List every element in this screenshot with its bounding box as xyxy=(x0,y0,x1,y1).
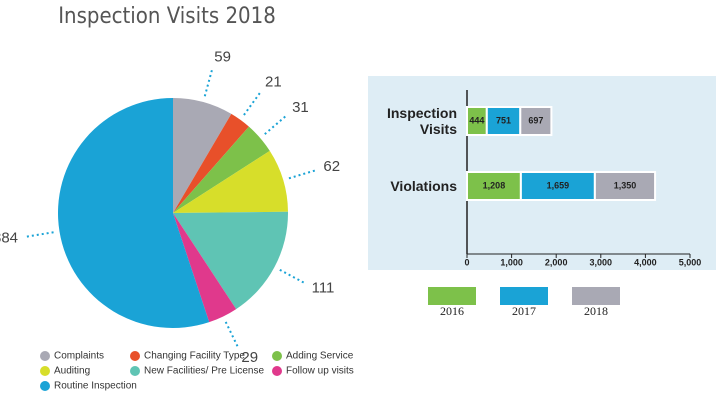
pie-slice xyxy=(58,98,210,328)
leader-line xyxy=(243,90,263,116)
leader-line xyxy=(224,321,240,350)
legend-swatch xyxy=(272,366,282,376)
category-label: Violations xyxy=(390,178,457,194)
bar xyxy=(485,106,522,136)
data-label: 21 xyxy=(265,74,282,91)
legend-label: Adding Service xyxy=(286,351,354,362)
pie-slice xyxy=(173,150,288,213)
x-tick-label: 5,000 xyxy=(679,257,702,267)
leader-line xyxy=(279,268,307,285)
x-tick-label: 1,000 xyxy=(500,257,523,267)
x-tick-label: 4,000 xyxy=(634,257,657,267)
legend-swatch xyxy=(40,381,50,391)
data-label: 59 xyxy=(214,49,231,66)
bar xyxy=(519,106,553,136)
data-label: 62 xyxy=(323,158,340,175)
bar-label: 444 xyxy=(469,115,484,125)
data-label: 29 xyxy=(241,349,258,366)
legend-label: Auditing xyxy=(54,366,90,377)
legend-label: 2017 xyxy=(512,304,536,318)
legend-swatch xyxy=(272,351,282,361)
data-label: 31 xyxy=(292,99,309,116)
legend-swatch xyxy=(40,366,50,376)
leader-line xyxy=(23,231,54,239)
bar-label: 1,208 xyxy=(483,180,506,190)
legend-label: Routine Inspection xyxy=(54,381,137,392)
legend-label: Changing Facility Type xyxy=(144,351,245,362)
leader-line xyxy=(203,67,214,97)
pie-slice xyxy=(173,113,249,213)
legend-swatch xyxy=(500,287,548,305)
legend-label: Follow up visits xyxy=(286,366,354,377)
legend-label: 2016 xyxy=(440,304,464,318)
legend-swatch xyxy=(130,366,140,376)
bar-label: 697 xyxy=(528,115,543,125)
legend-swatch xyxy=(130,351,140,361)
data-label: 111 xyxy=(312,280,335,297)
category-label: Inspection Visits xyxy=(386,105,457,137)
legend-swatch xyxy=(40,351,50,361)
x-tick-label: 2,000 xyxy=(545,257,568,267)
pie-slice xyxy=(173,211,288,310)
legend-label: New Facilities/ Pre License xyxy=(144,366,264,377)
pie-slice xyxy=(173,213,237,323)
chart-title: Inspection Visits 2018 xyxy=(58,4,276,29)
legend-label: 2018 xyxy=(584,304,608,318)
leader-line xyxy=(264,113,289,135)
legend-swatch xyxy=(428,287,476,305)
legend-swatch xyxy=(572,287,620,305)
bar-label: 751 xyxy=(496,115,511,125)
x-tick-label: 0 xyxy=(464,257,469,267)
legend-label: Complaints xyxy=(54,351,104,362)
data-label: 384 xyxy=(0,230,18,247)
leader-line xyxy=(288,168,318,180)
x-tick-label: 3,000 xyxy=(590,257,613,267)
bar-label: 1,659 xyxy=(547,180,570,190)
pie-slice xyxy=(173,98,232,213)
bar-label: 1,350 xyxy=(614,180,637,190)
pie-slice xyxy=(173,126,270,213)
bar xyxy=(593,171,657,201)
